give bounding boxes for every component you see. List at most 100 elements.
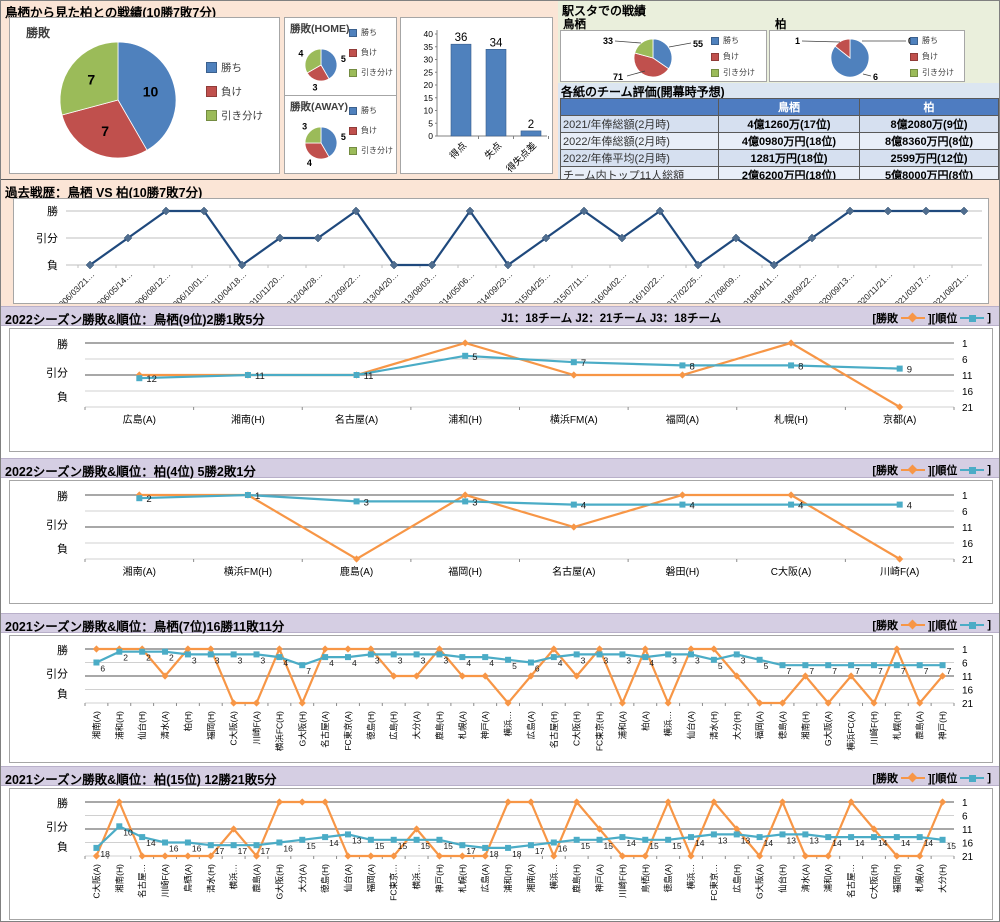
rank-value-label: 14 — [626, 838, 636, 848]
rank-marker — [939, 662, 946, 669]
cell-value: 1281万円(18位) — [718, 149, 860, 167]
category-label: 神戸(H) — [938, 711, 948, 740]
legend-label: 勝ち — [221, 62, 242, 74]
rank-marker — [848, 662, 855, 669]
date-label: 2021/03/17… — [889, 269, 932, 303]
legend-close: ] — [987, 619, 991, 631]
category-label: 福岡(A) — [666, 413, 699, 426]
rank-marker — [230, 651, 237, 658]
legend-item: 負け — [711, 51, 755, 62]
rank-value-label: 3 — [443, 655, 448, 665]
result-marker — [938, 672, 947, 680]
result-marker — [733, 672, 741, 680]
goals-bar-box: 0 5 10 15 20 25 30 35 40 36 得点 34 失点 2 得失点差 — [400, 17, 553, 175]
category-label: G大阪(H) — [297, 711, 307, 747]
category-label: FC東京(A) — [343, 711, 353, 751]
rank-value-label: 2 — [146, 653, 151, 663]
rank-value-label: 14 — [855, 838, 865, 848]
category-label: 湘南(H) — [800, 711, 810, 740]
result-marker — [435, 645, 444, 653]
category-label: 広島(H) — [389, 711, 399, 740]
category-label: 清水(H) — [709, 711, 719, 740]
page-title: 鳥栖から見た柏との戦績(10勝7敗7分) — [5, 6, 217, 20]
rank-marker — [93, 844, 100, 851]
result-marker — [207, 645, 215, 653]
pie-value-label: 4 — [298, 48, 303, 58]
ekista-team-right-label: 柏 — [775, 19, 787, 31]
result-marker — [595, 825, 604, 833]
result-marker — [916, 699, 924, 707]
rank-axis-label: 11 — [962, 523, 973, 534]
history-panel: 過去戦歴：鳥栖 VS 柏(10勝7敗7分) 勝引分負 2006/03/21… 200… — [1, 179, 999, 313]
legend-item: 勝ち — [711, 35, 755, 46]
result-marker — [390, 672, 398, 680]
season-title: 2021シーズン勝敗&順位：鳥栖(7位)16勝11敗11分 — [5, 620, 285, 634]
category-label: 鳥栖(H) — [640, 864, 650, 893]
result-marker — [504, 798, 512, 806]
season-legend: [勝敗][順位] — [872, 617, 991, 633]
away-record-pie-chart: 5 4 3 — [302, 122, 346, 168]
category-label: 仙台(H) — [777, 864, 787, 893]
category-label: 川崎F(A) — [252, 711, 262, 745]
category-label: 磐田(H) — [665, 565, 699, 578]
marker — [541, 233, 551, 243]
category-label: 徳島(A) — [663, 864, 673, 893]
legend-item: 引き分け — [349, 67, 393, 78]
date-label: 2016/10/22… — [623, 269, 666, 303]
result-marker — [458, 672, 466, 680]
rank-marker — [344, 654, 351, 661]
result-marker — [321, 798, 329, 806]
legend-close: ] — [987, 312, 991, 324]
rank-value-label: 3 — [604, 655, 609, 665]
date-label: 2012/09/22… — [319, 269, 362, 303]
legend-item: 勝ち — [349, 27, 393, 38]
rank-marker — [916, 662, 923, 669]
season-title: 2021シーズン勝敗&順位：柏(15位) 12勝21敗5分 — [5, 773, 277, 787]
season-header-1: 2022シーズン勝敗&順位：柏(4位) 5勝2敗1分 [勝敗][順位] — [1, 458, 999, 479]
rank-marker — [733, 831, 740, 838]
rank-marker — [550, 654, 557, 661]
result-marker — [641, 852, 649, 860]
legend-swatch-icon — [910, 68, 918, 77]
rank-value-label: 9 — [907, 365, 912, 376]
rank-marker — [779, 662, 786, 669]
result-marker — [573, 798, 581, 806]
rank-marker — [505, 844, 512, 851]
col-header-tosu: 鳥栖 — [718, 98, 860, 116]
bar — [450, 43, 472, 137]
category-label: 福岡(A) — [366, 864, 376, 893]
cell-value: 2599万円(12位) — [859, 149, 999, 167]
season-legend: [勝敗][順位] — [872, 462, 991, 478]
result-marker — [390, 852, 398, 860]
rank-marker — [896, 365, 903, 372]
rank-value-label: 14 — [764, 838, 774, 848]
category-label: 清水(H) — [206, 864, 216, 893]
rank-marker — [436, 651, 443, 658]
rank-marker — [642, 654, 649, 661]
marker — [769, 260, 779, 270]
legend-swatch-icon — [349, 106, 357, 115]
rank-marker — [299, 662, 306, 669]
result-marker — [618, 699, 627, 707]
legend-label: 引き分け — [922, 68, 954, 77]
legend-result-label: [勝敗 — [872, 620, 898, 632]
pie-slice — [633, 52, 670, 78]
category-label: 福岡(H) — [892, 864, 902, 893]
category-label: 大分(A) — [297, 864, 307, 893]
rank-marker — [244, 492, 251, 498]
rank-value-label: 7 — [901, 666, 906, 676]
goals-bar-chart: 0 5 10 15 20 25 30 35 40 36 得点 34 失点 2 得失点差 — [424, 29, 549, 175]
rank-value-label: 18 — [100, 849, 110, 859]
rank-marker — [390, 651, 397, 658]
legend-label: 負け — [922, 52, 938, 61]
season-title: 2022シーズン勝敗&順位：柏(4位) 5勝2敗1分 — [5, 465, 256, 479]
rank-value-label: 11 — [255, 371, 265, 382]
legend-swatch-icon — [711, 68, 719, 77]
date-label: 2013/08/03… — [395, 269, 438, 303]
rank-marker — [679, 362, 686, 369]
legend-swatch-icon — [349, 126, 357, 135]
y-tick-label: 15 — [424, 93, 434, 103]
rank-value-label: 8 — [689, 361, 694, 372]
category-label: 横浜FM(A) — [550, 413, 598, 426]
